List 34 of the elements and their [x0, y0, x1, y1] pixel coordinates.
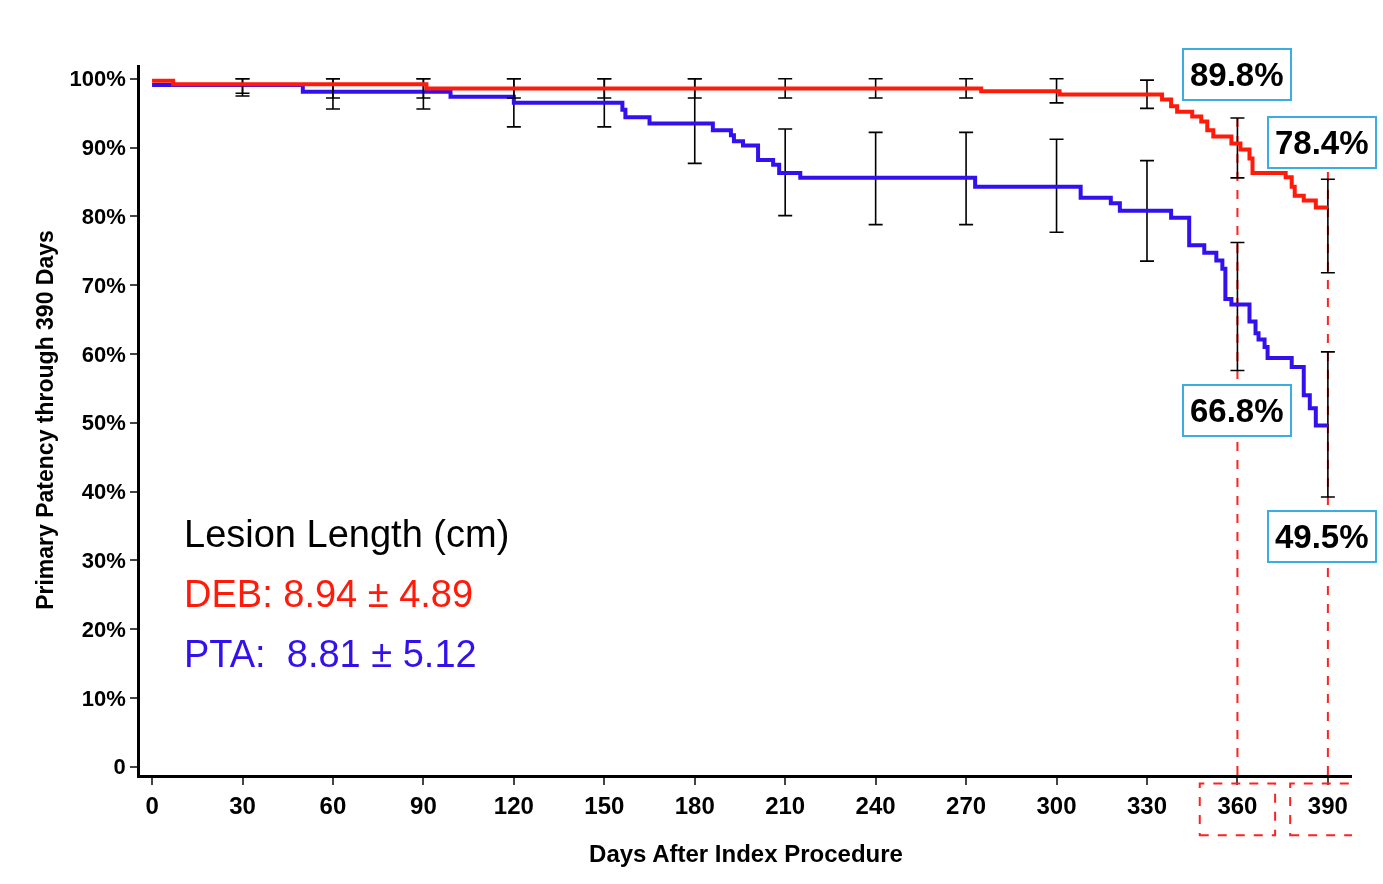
x-tick-label: 90 — [410, 791, 437, 819]
x-tick-label: 300 — [1036, 791, 1077, 819]
annotation: 89.8% — [1190, 56, 1284, 93]
x-tick-label: 360 — [1217, 791, 1258, 819]
y-tick-label: 30% — [81, 548, 126, 574]
y-axis-title: Primary Patency through 390 Days — [32, 230, 59, 610]
x-tick-label: 60 — [319, 791, 347, 819]
x-tick-label: 270 — [946, 791, 987, 819]
legend-title: Lesion Length (cm) — [184, 513, 510, 555]
annotation: 66.8% — [1190, 392, 1284, 429]
x-axis-title: Days After Index Procedure — [589, 839, 903, 867]
y-tick-label: 80% — [81, 204, 126, 230]
x-tick-label: 180 — [674, 791, 715, 819]
x-tick-label: 210 — [765, 791, 806, 819]
x-tick-label: 390 — [1307, 791, 1348, 819]
x-tick-label: 0 — [145, 791, 159, 819]
x-tick-label: 330 — [1126, 791, 1168, 819]
y-tick-label: 90% — [81, 135, 126, 161]
y-tick-label: 40% — [81, 479, 126, 505]
x-tick-label: 150 — [584, 791, 625, 819]
y-tick-label: 10% — [81, 685, 126, 711]
y-tick-label: 60% — [81, 341, 126, 367]
y-tick-label: 50% — [81, 410, 126, 436]
y-tick-label: 70% — [81, 272, 126, 298]
text: DEB: 8.94 ± 4.89 — [184, 573, 474, 615]
annotation: 78.4% — [1275, 124, 1369, 161]
annotation: 49.5% — [1275, 518, 1369, 555]
y-tick-label: 20% — [81, 616, 126, 642]
y-tick-label: 100% — [69, 66, 126, 92]
x-tick-label: 30 — [229, 791, 256, 819]
x-tick-label: 120 — [493, 791, 534, 819]
x-tick-label: 240 — [855, 791, 896, 819]
text: PTA: 8.81 ± 5.12 — [184, 633, 477, 675]
y-tick-label: 0 — [113, 754, 126, 780]
